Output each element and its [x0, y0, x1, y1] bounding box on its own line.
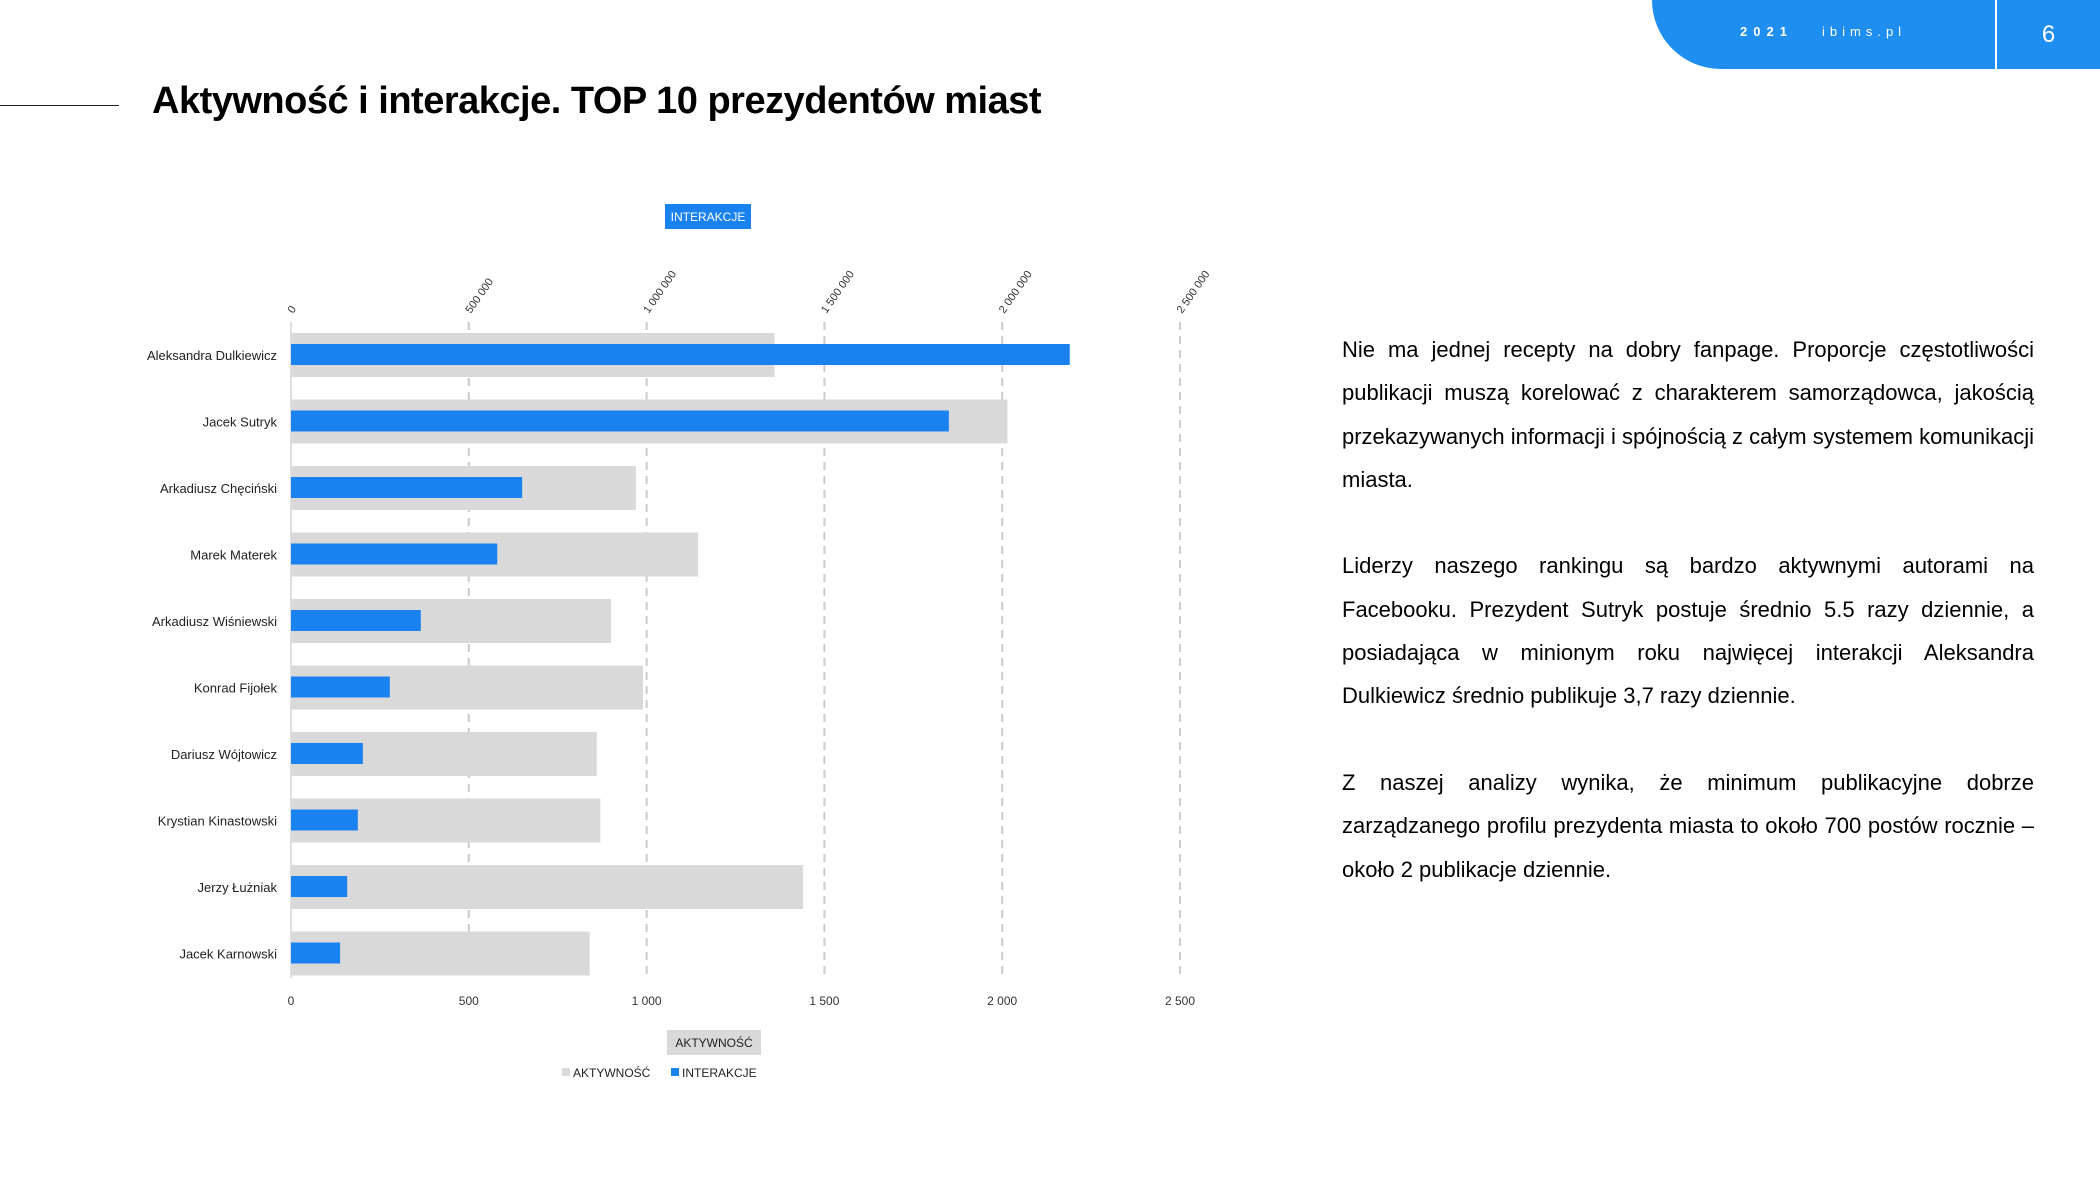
header-badge	[1652, 0, 2100, 69]
interakcje-bar	[291, 676, 390, 698]
bottom-tick-label: 0	[288, 994, 295, 1008]
header-site: ibims.pl	[1822, 24, 1907, 39]
interakcje-bar	[291, 876, 348, 897]
body-text: Nie ma jednej recepty na dobry fanpage. …	[1342, 328, 2034, 934]
page-number: 6	[2041, 21, 2056, 48]
top-tick-label: 1 500 000	[819, 269, 857, 316]
top-tick-label: 2 000 000	[997, 269, 1035, 316]
top-axis-title-box	[665, 204, 751, 229]
category-label: Arkadiusz Chęciński	[160, 481, 277, 496]
bottom-tick-label: 2 000	[987, 994, 1017, 1008]
category-label: Dariusz Wójtowicz	[171, 747, 277, 762]
interakcje-bar	[291, 543, 498, 565]
interakcje-bar	[291, 743, 363, 764]
header-year: 2021	[1740, 24, 1793, 39]
category-label: Jacek Karnowski	[179, 947, 277, 962]
legend-swatch-aktywnosc	[562, 1068, 570, 1076]
bottom-tick-label: 1 500	[809, 994, 839, 1008]
aktywnosc-bar	[291, 931, 590, 976]
body-paragraph: Liderzy naszego rankingu są bardzo aktyw…	[1342, 553, 2034, 709]
category-label: Aleksandra Dulkiewicz	[147, 348, 277, 363]
category-label: Konrad Fijołek	[194, 681, 278, 696]
top-tick-label: 1 000 000	[641, 269, 679, 316]
interakcje-bar	[291, 344, 1070, 365]
category-label: Marek Materek	[190, 548, 277, 563]
top-tick-label: 2 500 000	[1175, 269, 1213, 316]
title-rule	[0, 105, 119, 106]
header-divider	[1995, 0, 1997, 69]
slide-title: Aktywność i interakcje. TOP 10 prezydent…	[152, 80, 1042, 122]
bottom-axis-title: AKTYWNOŚĆ	[675, 1035, 753, 1050]
bottom-axis-title-box	[667, 1030, 761, 1055]
top-tick-label: 0	[286, 304, 299, 316]
interakcje-bar	[291, 477, 523, 498]
legend-label-interakcje: INTERAKCJE	[682, 1066, 757, 1080]
bottom-tick-label: 2 500	[1165, 994, 1195, 1008]
interakcje-bar	[291, 942, 341, 964]
top-axis-title: INTERAKCJE	[671, 210, 746, 224]
legend-label-aktywnosc: AKTYWNOŚĆ	[573, 1065, 651, 1080]
aktywnosc-bar	[291, 865, 804, 909]
category-label: Krystian Kinastowski	[158, 814, 277, 829]
bar-chart: 0 500 1 000 1 500 2 000 2 500 0 500 000 1 000 00…	[147, 204, 1213, 1080]
body-paragraph: Nie ma jednej recepty na dobry fanpage. …	[1342, 337, 2035, 492]
interakcje-bar	[291, 610, 421, 631]
category-label: Jerzy Łużniak	[198, 880, 278, 895]
top-tick-label: 500 000	[463, 276, 496, 315]
category-label: Jacek Sutryk	[203, 415, 278, 430]
bottom-tick-label: 500	[459, 994, 479, 1008]
legend-swatch-interakcje	[671, 1068, 679, 1076]
bottom-tick-label: 1 000	[632, 994, 662, 1008]
interakcje-bar	[291, 809, 358, 831]
body-paragraph: Z naszej analizy wynika, że minimum publ…	[1342, 769, 2034, 882]
interakcje-bar	[291, 410, 949, 432]
category-label: Arkadiusz Wiśniewski	[152, 614, 277, 629]
